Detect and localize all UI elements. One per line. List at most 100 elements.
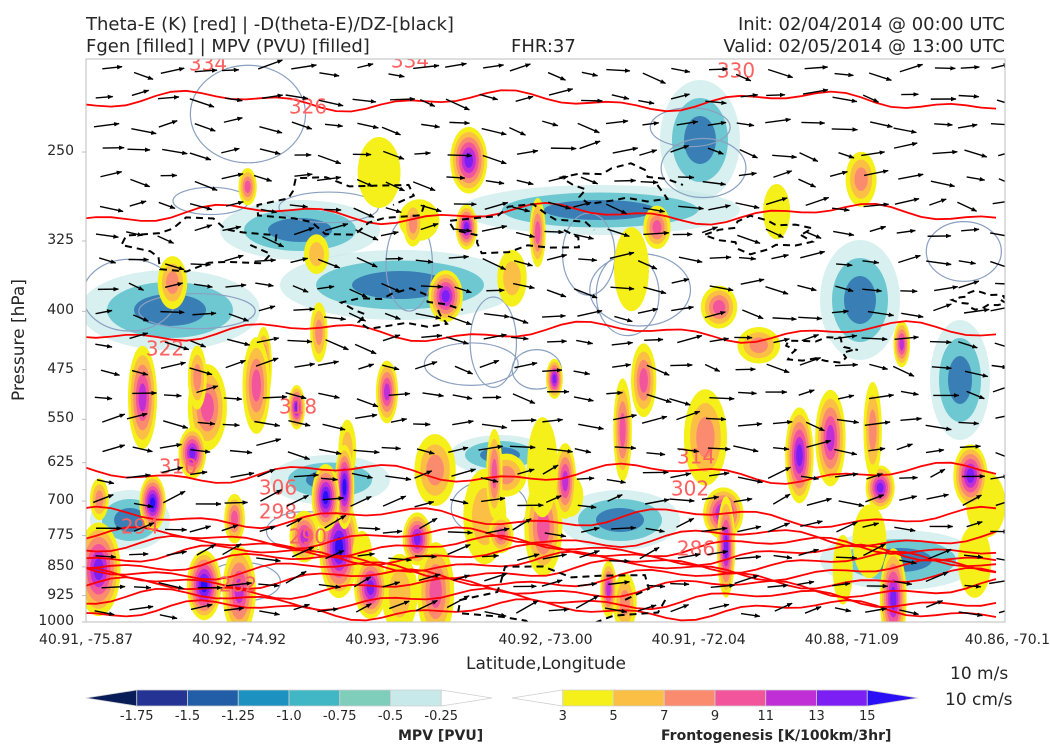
wind-vector <box>806 439 832 448</box>
fgen-colorbar-tick-label: 13 <box>808 709 825 724</box>
wind-vector <box>227 338 251 347</box>
wind-vector <box>291 63 317 70</box>
wind-vector <box>705 416 727 422</box>
wind-vector <box>577 122 600 134</box>
wind-vector <box>998 153 1005 157</box>
wind-vector <box>896 443 914 451</box>
wind-vector <box>100 170 123 178</box>
wind-vector <box>228 313 250 322</box>
wind-vector <box>548 175 569 182</box>
wind-vector <box>541 579 563 587</box>
wind-vector <box>701 526 728 533</box>
wind-vector <box>293 307 316 312</box>
wind-vector <box>990 307 1005 312</box>
fgen-colorbar-swatch <box>613 689 665 707</box>
theta-e-contour <box>86 576 997 600</box>
wind-vector <box>899 609 920 616</box>
wind-vector <box>835 555 858 561</box>
wind-vector <box>320 477 339 482</box>
wind-vector <box>645 498 670 505</box>
wind-vector <box>925 571 949 582</box>
wind-vector <box>413 422 431 427</box>
fgen-fill <box>388 569 411 618</box>
mpv-fill <box>114 508 146 532</box>
wind-vector <box>418 573 441 582</box>
wind-vector <box>131 89 150 97</box>
y-tick-label: 625 <box>47 453 74 470</box>
wind-vector <box>481 423 508 430</box>
wind-vector <box>224 97 243 103</box>
wind-vector <box>479 93 499 101</box>
wind-vector <box>542 120 559 127</box>
wind-vector <box>452 394 473 400</box>
wind-vector <box>798 316 823 321</box>
wind-vector <box>285 570 307 584</box>
mpv-contour <box>423 342 519 386</box>
wind-vector <box>708 204 731 211</box>
wind-vector <box>99 205 124 213</box>
wind-vector <box>933 303 952 312</box>
wind-vector <box>382 364 400 371</box>
wind-vector <box>511 336 529 341</box>
wind-vector <box>381 446 402 451</box>
wind-vector <box>420 284 444 289</box>
wind-vector <box>670 144 690 153</box>
wind-vector <box>261 93 284 99</box>
wind-vector <box>737 525 762 533</box>
wind-vector <box>325 339 349 351</box>
wind-vector <box>483 63 505 69</box>
wind-vector <box>605 203 628 215</box>
fgen-fill <box>300 529 309 544</box>
wind-vector <box>800 475 820 481</box>
wind-vector <box>838 500 865 508</box>
wind-vector <box>798 178 817 188</box>
wind-vector <box>129 332 149 340</box>
wind-vector <box>548 88 574 96</box>
wind-vector <box>356 398 379 408</box>
wind-vector <box>899 495 918 501</box>
wind-vector <box>514 361 538 369</box>
wind-vector <box>580 176 599 185</box>
wind-vector <box>221 147 240 154</box>
plot-frame <box>85 58 1006 623</box>
wind-vector <box>798 548 820 556</box>
wind-vector <box>258 305 276 312</box>
wind-vector <box>194 224 213 232</box>
wind-vector <box>966 176 986 182</box>
fgen-fill <box>796 444 803 467</box>
wind-vector <box>958 341 978 349</box>
wind-vector <box>517 553 540 561</box>
wind-vector <box>774 602 793 612</box>
wind-vector <box>734 574 759 585</box>
wind-vector <box>643 286 667 295</box>
wind-vector <box>317 284 335 290</box>
wind-vector <box>189 367 213 376</box>
wind-vector <box>95 309 113 315</box>
wind-vector <box>865 607 888 613</box>
wind-vector <box>157 235 175 244</box>
fgen-colorbar-tick-label: 15 <box>858 709 876 724</box>
wind-vector <box>899 475 919 481</box>
wind-vector <box>390 96 416 102</box>
wind-vector <box>190 448 211 454</box>
wind-vector <box>991 63 1005 70</box>
mpv-colorbar-tick-label: -1.75 <box>119 709 154 724</box>
wind-vector <box>709 337 730 343</box>
wind-vector <box>671 305 695 312</box>
wind-vector <box>131 128 157 135</box>
wind-vector <box>448 446 469 454</box>
y-tick-label: 400 <box>47 302 74 319</box>
wind-vector <box>900 416 923 422</box>
wind-vector <box>381 282 402 293</box>
mpv-contour <box>469 296 518 388</box>
wind-vector <box>447 153 473 158</box>
wind-vector <box>641 415 668 424</box>
wind-vector <box>222 225 242 232</box>
wind-vector <box>512 206 531 213</box>
wind-vector <box>708 66 729 72</box>
wind-vector <box>382 495 407 507</box>
wind-vector <box>964 149 988 158</box>
wind-vector <box>995 451 1005 457</box>
wind-vector <box>516 149 539 155</box>
wind-vector <box>414 554 438 559</box>
